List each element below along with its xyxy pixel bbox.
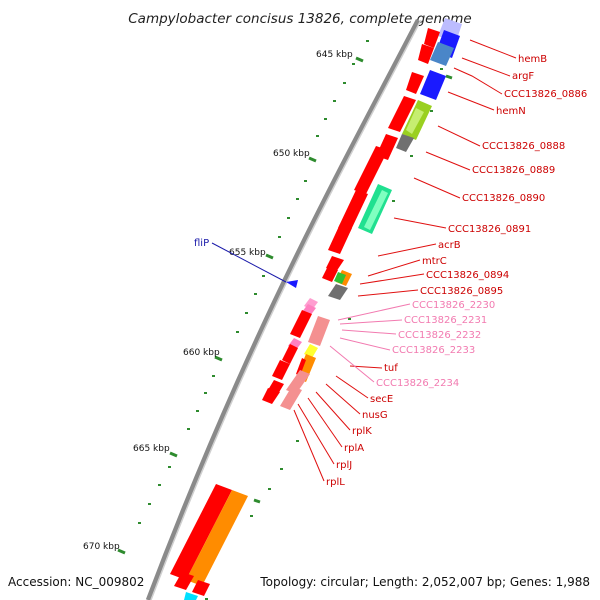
gene-label-ccc13826-0894[interactable]: CCC13826_0894: [426, 270, 509, 281]
tick-ring-dots: [138, 40, 443, 600]
gene-arrow: [192, 580, 210, 596]
gene-arrow: [262, 388, 280, 404]
gene-arrow: [280, 386, 302, 410]
gene-label-flip[interactable]: fliP: [194, 238, 209, 249]
genome-backbone-shadow: [150, 19, 422, 600]
gene-arrow: [170, 484, 232, 580]
gene-label-rplj[interactable]: rplJ: [336, 460, 352, 471]
gene-arrow: [334, 272, 346, 284]
gene-arrow: [296, 358, 306, 376]
flip-gene-arrow: [286, 280, 298, 288]
gene-leader-lines-light: [329, 303, 411, 383]
gene-arrow: [338, 190, 368, 232]
gene-label-ccc13826-2234[interactable]: CCC13826_2234: [376, 378, 459, 389]
gene-arrow: [282, 344, 298, 364]
gene-arrow: [420, 70, 446, 100]
gene-arrow: [186, 490, 248, 586]
genome-backbone: [145, 18, 420, 600]
gene-label-hemn[interactable]: hemN: [496, 106, 526, 117]
gene-label-sece[interactable]: secE: [370, 394, 393, 405]
gene-arrow: [424, 28, 440, 48]
gene-label-ccc13826-2231[interactable]: CCC13826_2231: [404, 315, 487, 326]
gene-arrow: [290, 310, 312, 338]
gene-leader-lines: [293, 39, 517, 482]
gene-label-rplk[interactable]: rplK: [352, 426, 372, 437]
gene-arrow: [304, 344, 318, 358]
gene-arrow: [308, 316, 330, 346]
gene-arrow: [184, 592, 198, 600]
gene-arrow: [388, 96, 416, 132]
topology-text: Topology: circular; Length: 2,052,007 bp…: [259, 575, 590, 589]
gene-arrow: [322, 266, 338, 282]
gene-label-ccc13826-0895[interactable]: CCC13826_0895: [420, 286, 503, 297]
flip-leader-line: [211, 242, 287, 283]
gene-label-ccc13826-2232[interactable]: CCC13826_2232: [398, 330, 481, 341]
gene-label-argf[interactable]: argF: [512, 71, 534, 82]
accession-text: Accession: NC_009802: [8, 575, 144, 589]
tick-label-665: 665 kbp: [133, 444, 170, 454]
gene-arrow: [406, 72, 424, 94]
gene-arrow: [174, 572, 194, 590]
tick-label-650: 650 kbp: [273, 149, 310, 159]
tick-label-645: 645 kbp: [316, 50, 353, 60]
gene-arrow: [328, 224, 352, 254]
gene-label-ccc13826-0891[interactable]: CCC13826_0891: [448, 224, 531, 235]
gene-label-mtrc[interactable]: mtrC: [422, 256, 447, 267]
gene-label-ccc13826-2233[interactable]: CCC13826_2233: [392, 345, 475, 356]
gene-label-ccc13826-0888[interactable]: CCC13826_0888: [482, 141, 565, 152]
gene-label-nusg[interactable]: nusG: [362, 410, 388, 421]
gene-features: [170, 18, 462, 600]
gene-arrow: [396, 134, 414, 152]
tick-label-670: 670 kbp: [83, 542, 120, 552]
gene-label-ccc13826-0890[interactable]: CCC13826_0890: [462, 193, 545, 204]
gene-label-rpll[interactable]: rplL: [326, 477, 345, 488]
gene-label-rpla[interactable]: rplA: [344, 443, 364, 454]
gene-arrow: [364, 190, 388, 230]
gene-label-ccc13826-0886[interactable]: CCC13826_0886: [504, 89, 587, 100]
map-title: Campylobacter concisus 13826, complete g…: [128, 11, 471, 27]
gene-arrow: [328, 284, 348, 300]
gene-label-ccc13826-0889[interactable]: CCC13826_0889: [472, 165, 555, 176]
tick-label-655: 655 kbp: [229, 248, 266, 258]
gene-arrow: [418, 44, 434, 64]
gene-arrow: [272, 360, 290, 380]
tick-label-660: 660 kbp: [183, 348, 220, 358]
gene-label-hemb[interactable]: hemB: [518, 54, 547, 65]
gene-arrow: [354, 146, 388, 194]
gene-label-acrb[interactable]: acrB: [438, 240, 461, 251]
gene-arrow: [430, 42, 454, 66]
gene-label-ccc13826-2230[interactable]: CCC13826_2230: [412, 300, 495, 311]
gene-arrow: [406, 108, 424, 134]
gene-label-tuf[interactable]: tuf: [384, 363, 398, 374]
